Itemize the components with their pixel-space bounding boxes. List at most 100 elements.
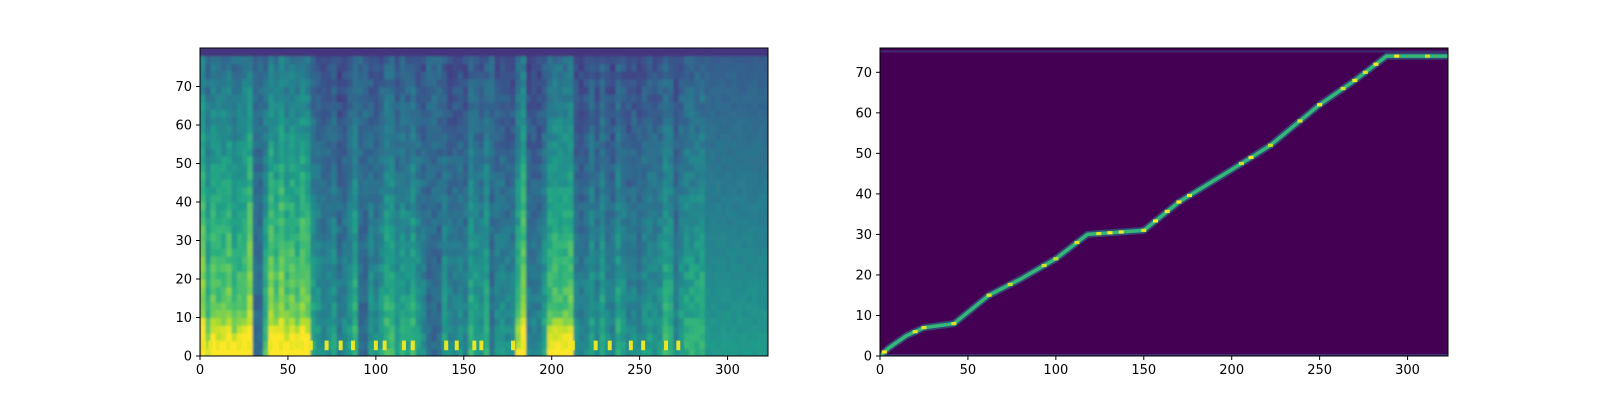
spectrogram-cell — [552, 186, 559, 195]
spectrogram-cell — [568, 94, 575, 103]
spectrogram-cell — [331, 309, 338, 319]
spectrogram-cell — [468, 178, 475, 188]
spectrogram-cell — [221, 217, 227, 226]
spectrogram-cell — [647, 332, 653, 342]
spectrogram-cell — [505, 317, 511, 326]
spectrogram-cell — [278, 302, 285, 311]
spectrogram-cell — [731, 240, 738, 249]
spectrogram-cell — [594, 178, 601, 188]
spectrogram-cell — [657, 325, 664, 334]
spectrogram-cell — [494, 171, 501, 180]
spectrogram-cell — [668, 294, 674, 303]
spectrogram-cell — [357, 94, 364, 103]
spectrogram-cell — [725, 332, 732, 342]
spectrogram-cell — [294, 286, 301, 295]
spectrogram-cell — [720, 94, 727, 103]
spectrogram-cell — [452, 63, 459, 72]
spectrogram-cell — [410, 248, 417, 257]
spectrogram-cell — [531, 279, 538, 288]
spectrogram-cell — [473, 125, 480, 134]
spectrogram-cell — [604, 332, 611, 342]
spectrogram-cell — [699, 286, 706, 295]
spectrogram-cell — [683, 340, 690, 349]
spectrogram-cell — [273, 240, 280, 249]
spectrogram-cell — [762, 302, 768, 311]
spectrogram-cell — [499, 132, 506, 141]
spectrogram-cell — [636, 302, 643, 311]
spectrogram-cell — [689, 94, 695, 103]
spectrogram-cell — [236, 101, 243, 111]
spectrogram-cell — [263, 171, 269, 180]
spectrogram-cell — [378, 163, 385, 172]
spectrogram-cell — [378, 217, 385, 226]
spectrogram-cell — [489, 348, 496, 356]
spectrogram-cell — [289, 148, 296, 157]
spectrogram-cell — [526, 186, 532, 195]
spectrogram-cell — [378, 186, 385, 195]
spectrogram-cell — [704, 202, 711, 211]
spectrogram-cell — [415, 202, 422, 211]
spectrogram-cell — [610, 240, 617, 249]
spectrogram-cell — [562, 263, 569, 272]
spectrogram-cell — [678, 55, 685, 64]
spectrogram-cell — [389, 63, 396, 72]
spectrogram-cell — [394, 148, 401, 157]
spectrogram-cell — [210, 240, 217, 249]
spectrogram-cell — [478, 309, 485, 319]
spectrogram-cell — [347, 286, 354, 295]
spectrogram-cell — [704, 271, 711, 280]
spectrogram-cell — [315, 202, 322, 211]
spectrogram-cell — [699, 302, 706, 311]
alignment-peak — [1373, 62, 1379, 66]
spectrogram-cell — [336, 302, 343, 311]
spectrogram-cell — [515, 186, 522, 195]
spectrogram-cell — [673, 209, 680, 218]
spectrogram-cell — [599, 325, 606, 334]
spectrogram-cell — [284, 117, 291, 126]
spectrogram-cell — [210, 186, 217, 195]
spectrogram-cell — [242, 86, 248, 95]
spectrogram-cell — [678, 148, 685, 157]
spectrogram-cell — [294, 294, 301, 303]
spectrogram-low-band — [479, 340, 484, 351]
spectrogram-cell — [452, 171, 459, 180]
spectrogram-cell — [510, 55, 517, 64]
spectrogram-cell — [384, 286, 390, 295]
spectrogram-cell — [431, 109, 438, 118]
spectrogram-cell — [305, 209, 312, 218]
spectrogram-cell — [536, 94, 543, 103]
spectrogram-cell — [578, 117, 585, 126]
spectrogram-cell — [436, 155, 443, 165]
spectrogram-cell — [310, 71, 317, 80]
spectrogram-cell — [578, 348, 585, 356]
spectrogram-cell — [583, 217, 590, 226]
spectrogram-cell — [394, 325, 401, 334]
spectrogram-cell — [547, 225, 553, 234]
spectrogram-cell — [683, 63, 690, 72]
spectrogram-cell — [626, 302, 632, 311]
spectrogram-cell — [562, 348, 569, 356]
spectrogram-cell — [520, 271, 527, 280]
spectrogram-cell — [273, 294, 280, 303]
spectrogram-cell — [615, 140, 622, 149]
spectrogram-cell — [652, 340, 659, 349]
spectrogram-cell — [568, 101, 575, 111]
spectrogram-cell — [589, 86, 596, 95]
spectrogram-cell — [494, 232, 501, 242]
spectrogram-cell — [510, 271, 517, 280]
spectrogram-cell — [662, 63, 669, 72]
spectrogram-cell — [594, 294, 601, 303]
spectrogram-cell — [268, 248, 275, 257]
spectrogram-cell — [252, 202, 259, 211]
spectrogram-cell — [689, 86, 695, 95]
spectrogram-cell — [668, 340, 674, 349]
spectrogram-cell — [699, 117, 706, 126]
spectrogram-cell — [489, 163, 496, 172]
spectrogram-cell — [415, 109, 422, 118]
spectrogram-cell — [452, 286, 459, 295]
spectrogram-low-band — [299, 340, 304, 351]
spectrogram-cell — [242, 101, 248, 111]
spectrogram-cell — [668, 325, 674, 334]
spectrogram-cell — [315, 255, 322, 265]
spectrogram-cell — [694, 78, 701, 88]
